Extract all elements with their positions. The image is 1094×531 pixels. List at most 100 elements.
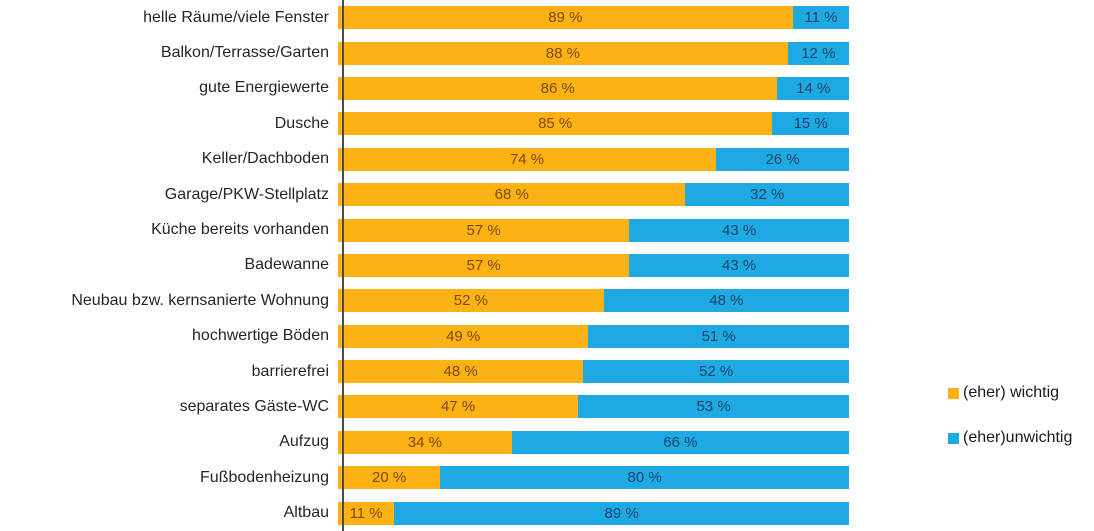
category-label: Garage/PKW-Stellplatz xyxy=(164,185,329,203)
chart-row: helle Räume/viele Fenster 89 % 11 % xyxy=(0,0,1094,35)
chart-row: barrierefrei 48 % 52 % xyxy=(0,354,1094,389)
category-label: Fußbodenheizung xyxy=(200,468,329,486)
bar-segment-eher-unwichtig: 14 % xyxy=(777,76,849,100)
bar-segment-eher-wichtig: 11 % xyxy=(338,501,395,525)
category-label: helle Räume/viele Fenster xyxy=(143,8,329,26)
legend-label-unwichtig: (eher)unwichtig xyxy=(963,429,1073,446)
chart-row: Badewanne 57 % 43 % xyxy=(0,248,1094,283)
legend-swatch-unwichtig xyxy=(948,432,959,444)
bar-segment-eher-unwichtig: 43 % xyxy=(629,253,849,277)
value-label: 20 % xyxy=(371,469,407,487)
chart-row: Keller/Dachboden 74 % 26 % xyxy=(0,142,1094,177)
bar-track: 47 % 53 % xyxy=(338,395,849,419)
value-label: 32 % xyxy=(750,186,785,204)
chart-row: hochwertige Böden 49 % 51 % xyxy=(0,319,1094,354)
value-label: 51 % xyxy=(701,327,736,345)
chart-row: Aufzug 34 % 66 % xyxy=(0,425,1094,460)
value-label: 14 % xyxy=(796,79,831,97)
bar-segment-eher-unwichtig: 12 % xyxy=(787,41,849,65)
category-label: Keller/Dachboden xyxy=(201,150,329,168)
bar-segment-eher-wichtig: 88 % xyxy=(338,41,788,65)
value-label: 48 % xyxy=(709,292,744,310)
bar-track: 48 % 52 % xyxy=(338,360,849,384)
value-label: 12 % xyxy=(801,44,836,62)
category-label: Küche bereits vorhanden xyxy=(151,221,329,239)
bar-track: 89 % 11 % xyxy=(338,6,849,30)
bar-track: 11 % 89 % xyxy=(338,501,849,525)
bar-track: 88 % 12 % xyxy=(338,41,849,65)
legend-label-wichtig: (eher) wichtig xyxy=(963,384,1060,401)
bar-segment-eher-wichtig: 68 % xyxy=(338,183,686,207)
value-label: 52 % xyxy=(699,363,734,381)
bar-track: 74 % 26 % xyxy=(338,147,849,171)
bar-track: 57 % 43 % xyxy=(338,218,849,242)
category-label: hochwertige Böden xyxy=(192,327,329,345)
bar-segment-eher-unwichtig: 32 % xyxy=(685,183,849,207)
value-label: 15 % xyxy=(793,115,828,133)
chart-row: separates Gäste-WC 47 % 53 % xyxy=(0,389,1094,424)
bar-segment-eher-unwichtig: 48 % xyxy=(603,289,849,313)
category-label: barrierefrei xyxy=(251,362,329,380)
bar-segment-eher-unwichtig: 43 % xyxy=(629,218,849,242)
chart-row: Dusche 85 % 15 % xyxy=(0,106,1094,141)
bar-segment-eher-unwichtig: 15 % xyxy=(772,112,849,136)
bar-segment-eher-unwichtig: 53 % xyxy=(578,395,849,419)
value-label: 52 % xyxy=(453,292,488,310)
chart-row: Balkon/Terrasse/Garten 88 % 12 % xyxy=(0,35,1094,70)
value-label: 11 % xyxy=(349,504,383,522)
value-label: 88 % xyxy=(545,44,580,62)
bar-segment-eher-unwichtig: 11 % xyxy=(792,6,849,30)
value-label: 86 % xyxy=(540,79,575,97)
bar-track: 52 % 48 % xyxy=(338,289,849,313)
category-label: Balkon/Terrasse/Garten xyxy=(160,44,329,62)
bar-track: 34 % 66 % xyxy=(338,430,849,454)
chart-row: Küche bereits vorhanden 57 % 43 % xyxy=(0,212,1094,247)
bar-segment-eher-wichtig: 47 % xyxy=(338,395,579,419)
bar-segment-eher-unwichtig: 89 % xyxy=(394,501,849,525)
value-label: 66 % xyxy=(663,433,698,451)
category-axis-line xyxy=(342,0,344,531)
bar-segment-eher-wichtig: 57 % xyxy=(338,218,630,242)
category-label: Aufzug xyxy=(279,433,329,451)
value-label: 34 % xyxy=(407,433,442,451)
bar-segment-eher-wichtig: 52 % xyxy=(338,289,604,313)
bar-segment-eher-unwichtig: 80 % xyxy=(440,466,849,490)
chart-row: Neubau bzw. kernsanierte Wohnung 52 % 48 % xyxy=(0,283,1094,318)
bar-segment-eher-unwichtig: 51 % xyxy=(588,324,849,348)
bar-track: 49 % 51 % xyxy=(338,324,849,348)
bar-segment-eher-wichtig: 86 % xyxy=(338,76,778,100)
bar-track: 68 % 32 % xyxy=(338,183,849,207)
bar-track: 57 % 43 % xyxy=(338,253,849,277)
value-label: 74 % xyxy=(509,150,545,168)
category-label: Badewanne xyxy=(244,256,329,274)
value-label: 57 % xyxy=(466,256,501,274)
chart-row: gute Energiewerte 86 % 14 % xyxy=(0,71,1094,106)
category-label: separates Gäste-WC xyxy=(179,397,329,415)
value-label: 26 % xyxy=(765,150,800,168)
legend-item-wichtig: (eher) wichtig xyxy=(948,384,1072,402)
category-label: Altbau xyxy=(283,504,329,522)
legend-item-unwichtig: (eher)unwichtig xyxy=(948,429,1072,447)
value-label: 53 % xyxy=(696,398,731,416)
bar-track: 85 % 15 % xyxy=(338,112,849,136)
value-label: 57 % xyxy=(466,221,501,239)
category-label: gute Energiewerte xyxy=(199,79,329,97)
chart-row: Altbau 11 % 89 % xyxy=(0,495,1094,530)
chart-row: Fußbodenheizung 20 % 80 % xyxy=(0,460,1094,495)
value-label: 43 % xyxy=(722,256,757,274)
bar-segment-eher-wichtig: 48 % xyxy=(338,360,584,384)
bar-segment-eher-unwichtig: 66 % xyxy=(511,430,849,454)
value-label: 49 % xyxy=(446,327,481,345)
value-label: 89 % xyxy=(604,504,639,522)
value-label: 85 % xyxy=(538,115,573,133)
category-label: Dusche xyxy=(274,114,329,132)
bar-segment-eher-wichtig: 89 % xyxy=(338,6,793,30)
chart-legend: (eher) wichtig (eher)unwichtig xyxy=(948,384,1072,447)
value-label: 80 % xyxy=(627,469,662,487)
legend-swatch-wichtig xyxy=(948,387,959,399)
bar-track: 20 % 80 % xyxy=(338,466,849,490)
category-label: Neubau bzw. kernsanierte Wohnung xyxy=(71,291,329,309)
bar-segment-eher-unwichtig: 26 % xyxy=(716,147,849,171)
